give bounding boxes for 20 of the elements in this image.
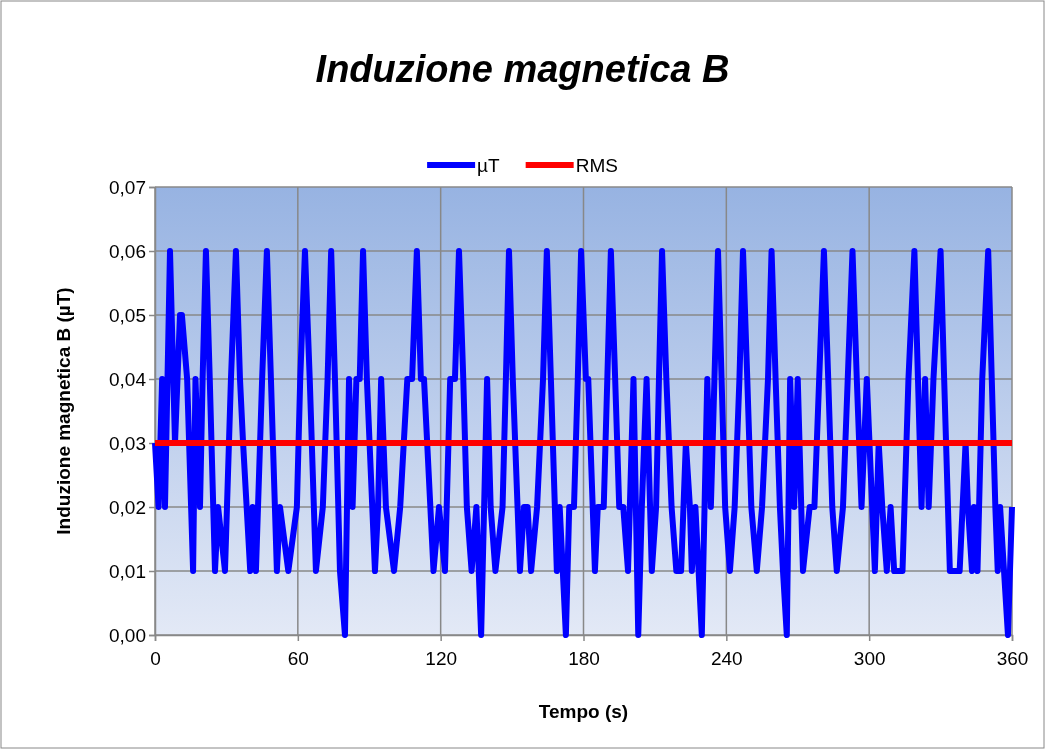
y-tick-label: 0,01 [109, 560, 146, 582]
legend-label: µT [477, 155, 501, 176]
x-axis-title: Tempo (s) [538, 701, 629, 722]
x-tick-label: 240 [710, 647, 743, 669]
x-tick-label: 60 [287, 647, 309, 669]
y-tick-label: 0,00 [109, 624, 146, 646]
x-tick-label: 180 [568, 647, 600, 669]
x-tick-label: 300 [853, 647, 886, 669]
y-tick-label: 0,03 [109, 432, 146, 454]
y-tick-label: 0,06 [109, 240, 146, 262]
x-tick-label: 120 [425, 647, 458, 669]
x-tick-label: 0 [150, 647, 161, 669]
y-tick-label: 0,05 [109, 304, 146, 326]
y-tick-label: 0,04 [109, 368, 147, 390]
chart-title: Induzione magnetica B [315, 48, 730, 90]
y-axis-title: Induzione magnetica B (µT) [53, 287, 74, 535]
y-tick-label: 0,02 [109, 496, 146, 518]
x-tick-label: 360 [996, 647, 1029, 669]
legend-label: RMS [575, 155, 618, 176]
y-tick-label: 0,07 [109, 176, 146, 198]
